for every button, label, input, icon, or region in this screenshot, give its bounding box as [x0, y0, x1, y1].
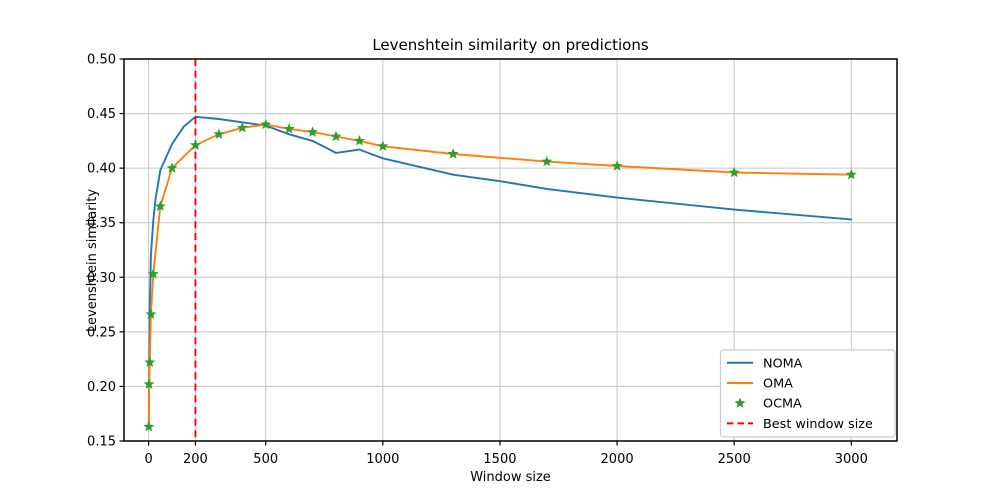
x-tick-label: 200: [183, 452, 208, 467]
ocma-star-marker: [353, 135, 365, 146]
ocma-star-marker: [611, 160, 623, 171]
x-tick-label: 2500: [718, 452, 751, 467]
y-tick-label: 0.30: [87, 271, 116, 286]
x-tick-label: 3000: [835, 452, 868, 467]
ocma-star-marker: [213, 128, 225, 139]
ocma-star-marker: [447, 148, 459, 159]
y-tick-label: 0.35: [87, 216, 116, 231]
ocma-star-marker: [377, 140, 389, 152]
ocma-star-marker: [147, 268, 159, 279]
ocma-star-marker: [143, 421, 155, 432]
x-tick-label: 2000: [601, 452, 634, 467]
ocma-star-marker: [166, 162, 178, 173]
chart-title: Levenshtein similarity on predictions: [372, 36, 649, 54]
legend-box: [719, 349, 896, 438]
ocma-star-marker: [283, 123, 295, 134]
ocma-star-marker: [143, 378, 155, 389]
ocma-star-marker: [189, 139, 201, 150]
y-tick-label: 0.50: [87, 53, 116, 68]
ocma-star-marker: [260, 118, 272, 130]
ocma-star-marker: [236, 121, 248, 133]
ocma-star-marker: [144, 356, 156, 368]
ocma-star-marker: [845, 168, 857, 180]
ocma-star-marker: [330, 130, 342, 142]
y-tick-label: 0.25: [87, 325, 116, 340]
x-tick-label: 500: [253, 452, 278, 467]
y-tick-label: 0.20: [87, 380, 116, 395]
ocma-star-marker: [307, 126, 319, 137]
y-tick-label: 0.15: [87, 435, 116, 450]
ocma-star-marker: [541, 155, 553, 167]
x-tick-label: 1000: [366, 452, 399, 467]
plot-border: [123, 58, 898, 442]
x-tick-label: 1500: [483, 452, 516, 467]
noma-line: [147, 115, 853, 428]
y-tick-label: 0.45: [87, 107, 116, 122]
legend-label-best-window-size: Best window size: [763, 417, 873, 432]
y-tick-label: 0.40: [87, 162, 116, 177]
ocma-star-marker: [154, 200, 166, 212]
x-axis-label: Window size: [470, 470, 551, 485]
ocma-star-marker: [728, 166, 740, 178]
ocma-star-marker: [145, 308, 157, 320]
legend-sample-ocma: [734, 397, 746, 408]
y-axis-label: Levenshtein similarity: [85, 188, 100, 332]
legend-label-oma: OMA: [763, 377, 793, 392]
legend-label-noma: NOMA: [763, 356, 803, 371]
legend-label-ocma: OCMA: [763, 397, 802, 412]
x-tick-label: 0: [144, 452, 152, 467]
